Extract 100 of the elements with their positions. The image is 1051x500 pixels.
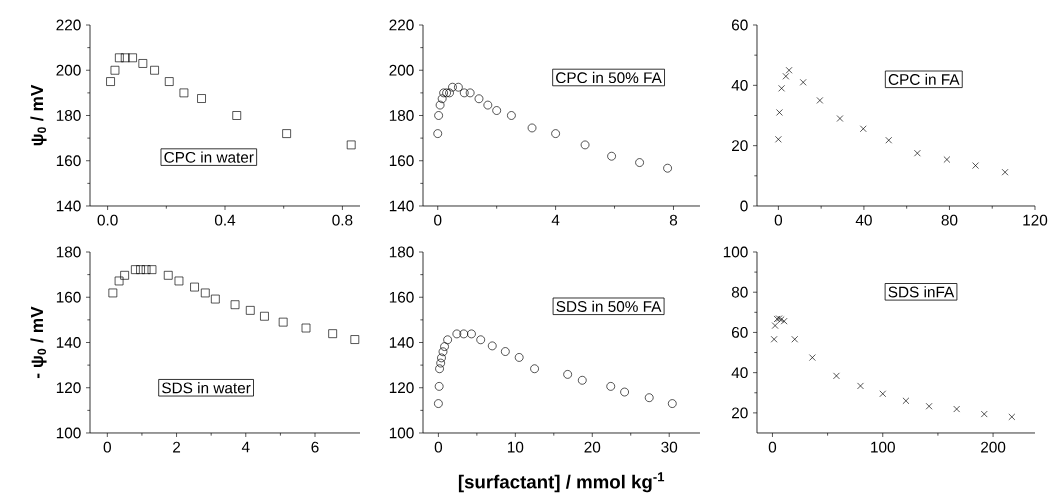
point xyxy=(435,364,444,374)
y-tick-label: 0 xyxy=(740,200,748,212)
point xyxy=(606,382,616,391)
y-tick-label: 180 xyxy=(389,110,414,121)
x-tick-label: 0 xyxy=(103,441,111,453)
x-tick-label: 0 xyxy=(434,214,442,226)
point xyxy=(577,375,587,385)
point xyxy=(438,347,448,357)
point xyxy=(879,390,887,398)
point xyxy=(232,111,242,120)
y-tick-label: 20 xyxy=(732,140,748,152)
y-tick-label: 220 xyxy=(56,19,81,31)
point xyxy=(210,294,220,304)
point xyxy=(487,341,497,351)
x-tick-label: 0 xyxy=(434,441,443,453)
point xyxy=(346,140,356,150)
y-tick-label: 160 xyxy=(389,155,414,167)
point xyxy=(350,335,360,344)
point xyxy=(778,84,785,92)
point xyxy=(833,372,840,380)
point xyxy=(128,53,137,63)
point xyxy=(174,276,184,286)
point xyxy=(580,140,590,150)
x-tick-label: 2 xyxy=(173,441,181,453)
point xyxy=(776,109,783,116)
y-tick-label: 40 xyxy=(731,367,748,379)
y-tick-label: 200 xyxy=(56,64,81,76)
point xyxy=(442,88,451,98)
point xyxy=(436,358,446,368)
point xyxy=(437,94,447,104)
point xyxy=(106,77,115,86)
point xyxy=(435,100,445,110)
x-tick-label: 100 xyxy=(871,441,895,453)
annotation: CPC in FA xyxy=(888,73,960,85)
point xyxy=(507,111,516,120)
point xyxy=(164,77,174,86)
point xyxy=(278,317,288,327)
y-tick-label: 100 xyxy=(723,246,748,258)
y-tick-label: 80 xyxy=(731,286,748,298)
point xyxy=(230,300,240,310)
point xyxy=(980,410,988,418)
point xyxy=(972,162,979,169)
point xyxy=(150,65,159,75)
point xyxy=(530,364,539,374)
point xyxy=(791,335,799,343)
y-axis-title: - ψ$_{0}$ / mV xyxy=(30,306,47,379)
point xyxy=(163,270,173,280)
point xyxy=(179,88,189,98)
point xyxy=(138,59,148,68)
x-tick-label: 80 xyxy=(941,214,958,226)
x-tick-label: 40 xyxy=(855,214,872,226)
point xyxy=(885,136,893,144)
x-tick-label: 4 xyxy=(241,441,250,453)
x-tick-label: 200 xyxy=(981,441,1006,453)
point xyxy=(131,265,140,274)
point xyxy=(200,288,210,298)
point xyxy=(1001,168,1009,176)
x-tick-label: 0.0 xyxy=(97,214,118,226)
point xyxy=(857,382,864,390)
point xyxy=(465,88,475,98)
point xyxy=(635,158,644,167)
point xyxy=(563,370,572,379)
annotation: CPC in water xyxy=(164,151,254,163)
annotation: SDS in water xyxy=(162,382,251,394)
point xyxy=(452,329,462,339)
point xyxy=(467,329,476,339)
point xyxy=(443,335,452,345)
point xyxy=(459,88,469,98)
point xyxy=(448,82,457,92)
y-tick-label: 120 xyxy=(389,382,414,394)
point xyxy=(514,353,524,362)
y-tick-label: 140 xyxy=(56,200,81,212)
point xyxy=(301,323,311,333)
point xyxy=(434,111,443,120)
point xyxy=(439,88,448,98)
point xyxy=(136,265,145,274)
x-tick-label: 6 xyxy=(311,441,319,453)
x-tick-label: 0.8 xyxy=(332,214,353,226)
y-axis-title: ψ$_{0}$ / mV xyxy=(30,84,47,146)
point xyxy=(328,329,337,339)
point xyxy=(445,88,454,98)
x-tick-label: 30 xyxy=(661,441,678,453)
point xyxy=(190,282,199,292)
point xyxy=(500,347,510,356)
point xyxy=(785,66,793,74)
point xyxy=(434,399,443,408)
x-tick-label: 4 xyxy=(551,214,560,226)
point xyxy=(483,100,493,110)
annotation: CPC in 50% FA xyxy=(556,71,662,84)
annotation: SDS in 50% FA xyxy=(556,300,662,312)
point xyxy=(620,387,629,397)
point xyxy=(433,129,443,138)
point xyxy=(110,65,120,75)
point xyxy=(809,354,816,361)
point xyxy=(663,163,672,173)
y-tick-label: 140 xyxy=(389,200,414,212)
point xyxy=(120,53,130,63)
point xyxy=(454,82,463,92)
point xyxy=(459,329,469,339)
y-tick-label: 140 xyxy=(56,337,81,348)
